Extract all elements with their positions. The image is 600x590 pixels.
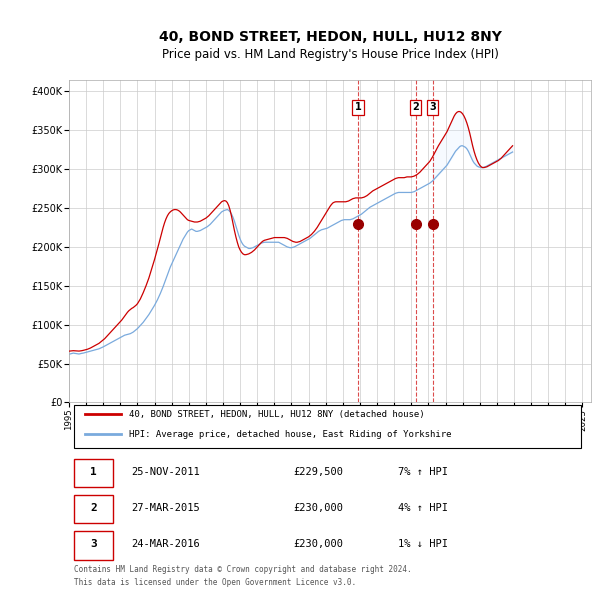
Text: HPI: Average price, detached house, East Riding of Yorkshire: HPI: Average price, detached house, East… [129,430,452,439]
Text: 7% ↑ HPI: 7% ↑ HPI [398,467,448,477]
FancyBboxPatch shape [74,495,113,523]
Text: £230,000: £230,000 [293,539,343,549]
Text: 3: 3 [430,102,436,112]
Text: 40, BOND STREET, HEDON, HULL, HU12 8NY (detached house): 40, BOND STREET, HEDON, HULL, HU12 8NY (… [129,410,425,419]
Text: £229,500: £229,500 [293,467,343,477]
Text: 4% ↑ HPI: 4% ↑ HPI [398,503,448,513]
FancyBboxPatch shape [74,532,113,559]
Text: 1% ↓ HPI: 1% ↓ HPI [398,539,448,549]
Text: This data is licensed under the Open Government Licence v3.0.: This data is licensed under the Open Gov… [74,578,356,587]
Text: 2: 2 [412,102,419,112]
FancyBboxPatch shape [74,405,581,448]
Text: 25-NOV-2011: 25-NOV-2011 [131,467,200,477]
Text: £230,000: £230,000 [293,503,343,513]
Text: 40, BOND STREET, HEDON, HULL, HU12 8NY: 40, BOND STREET, HEDON, HULL, HU12 8NY [158,30,502,44]
Text: 24-MAR-2016: 24-MAR-2016 [131,539,200,549]
Text: Price paid vs. HM Land Registry's House Price Index (HPI): Price paid vs. HM Land Registry's House … [161,48,499,61]
Text: 1: 1 [355,102,362,112]
Text: Contains HM Land Registry data © Crown copyright and database right 2024.: Contains HM Land Registry data © Crown c… [74,565,412,574]
Text: 27-MAR-2015: 27-MAR-2015 [131,503,200,513]
Text: 2: 2 [90,503,97,513]
Text: 3: 3 [90,539,97,549]
Text: 1: 1 [90,467,97,477]
FancyBboxPatch shape [74,459,113,487]
